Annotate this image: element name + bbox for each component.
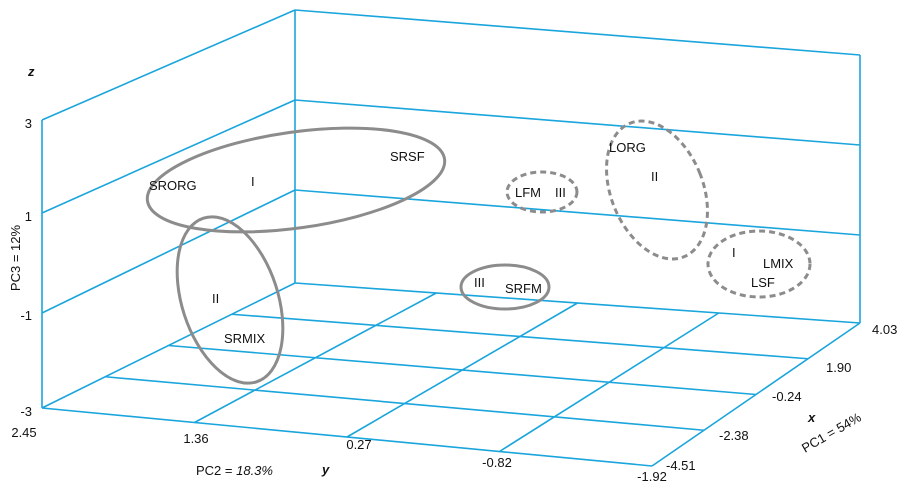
back-wall-grid-1 (294, 99, 861, 146)
cluster-labels: SRORG I SRSF II SRMIX III SRFM LFM III L… (149, 140, 794, 346)
left-wall-grid-0 (41, 9, 296, 121)
z-axis-title: PC3 = 12% (8, 224, 23, 291)
z-tick-minus1: -1 (20, 308, 32, 323)
z-tick-1: 1 (25, 209, 32, 224)
y-tick-2: 0.27 (346, 437, 371, 452)
label-srorg: SRORG (149, 178, 197, 193)
back-wall-grid-0 (294, 9, 861, 56)
group-II-dashed-outline (605, 119, 709, 261)
y-tick-1: 1.36 (183, 431, 208, 446)
group-III-dashed-outline (505, 170, 579, 214)
y-tick-0: 2.45 (11, 425, 36, 440)
label-lfm: LFM (515, 185, 541, 200)
x-axis-ticks: 4.03 1.90 -0.24 -2.38 -4.51 (666, 322, 897, 473)
chart-grid (41, 9, 861, 467)
x-tick-4: -4.51 (666, 458, 696, 473)
label-group-III-solid: III (474, 275, 485, 290)
left-wall-grid-1 (41, 99, 296, 214)
z-axis-letter: z (27, 64, 35, 79)
x-tick-3: -2.38 (719, 428, 749, 443)
z-tick-minus3: -3 (20, 404, 32, 419)
floor-grid-line-x-2 (168, 344, 757, 396)
label-group-III-dashed: III (555, 185, 566, 200)
y-tick-4: -1.92 (637, 469, 667, 484)
y-axis-title-prefix: PC2 = (196, 463, 236, 478)
floor-grid-line-x-3 (231, 313, 809, 360)
y-axis-ticks: 2.45 1.36 0.27 -0.82 -1.92 (11, 425, 666, 484)
left-wall-grid-2 (41, 189, 296, 314)
x-axis-letter: x (807, 410, 816, 425)
label-srsf: SRSF (390, 149, 425, 164)
x-tick-0: 4.03 (872, 322, 897, 337)
label-group-I-dashed: I (732, 245, 736, 260)
x-tick-2: -0.24 (772, 389, 802, 404)
floor-grid-line-y-4 (651, 322, 861, 467)
group-I-dashed-outline (706, 229, 812, 299)
label-lsf: LSF (751, 275, 775, 290)
floor-grid-line-y-3 (499, 312, 720, 453)
back-wall-grid-2 (294, 189, 861, 236)
group-II-solid-outline (175, 215, 285, 385)
y-tick-3: -0.82 (482, 455, 512, 470)
label-lmix: LMIX (763, 256, 794, 271)
y-axis-title: PC2 = 18.3% (196, 463, 273, 478)
label-srfm: SRFM (505, 281, 542, 296)
group-I-solid-outline (145, 126, 447, 234)
cluster-outlines (145, 119, 812, 385)
label-group-II-dashed: II (651, 169, 658, 184)
label-lorg: LORG (609, 140, 646, 155)
floor-grid-line-x-4 (294, 282, 861, 324)
z-tick-3: 3 (25, 116, 32, 131)
group-III-solid-outline (459, 263, 551, 311)
y-axis-title-value: 18.3% (236, 463, 273, 478)
z-axis-ticks: 3 1 -1 -3 (20, 116, 32, 419)
y-axis-letter: y (321, 462, 330, 477)
label-group-I-solid: I (251, 174, 255, 189)
x-tick-1: 1.90 (826, 360, 851, 375)
label-group-II-solid: II (212, 291, 219, 306)
label-srmix: SRMIX (224, 331, 266, 346)
